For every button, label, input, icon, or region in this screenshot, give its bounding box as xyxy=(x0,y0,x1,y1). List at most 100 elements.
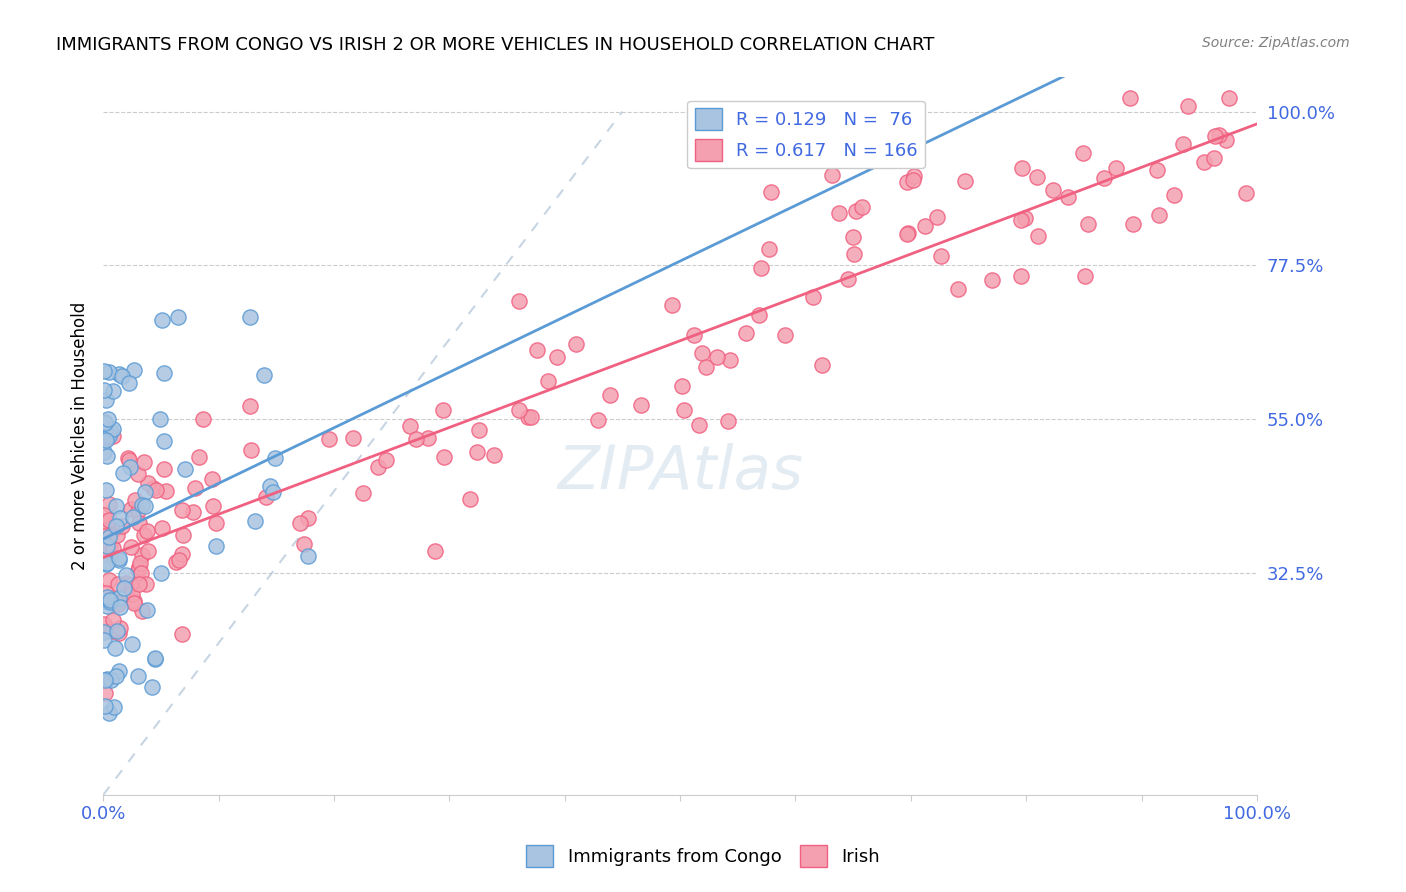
Point xyxy=(93,514,115,528)
Point xyxy=(948,282,970,296)
Point xyxy=(423,544,446,558)
Point xyxy=(1057,189,1080,203)
Point xyxy=(468,423,491,437)
Point xyxy=(128,577,150,591)
Point xyxy=(661,298,683,312)
Point xyxy=(96,434,118,448)
Point xyxy=(93,384,115,398)
Point xyxy=(292,537,315,551)
Point xyxy=(129,566,152,580)
Point xyxy=(526,343,548,357)
Point xyxy=(121,587,143,601)
Point xyxy=(120,502,142,516)
Point xyxy=(1042,183,1064,197)
Point xyxy=(122,593,145,607)
Point xyxy=(127,563,149,577)
Y-axis label: 2 or more Vehicles in Household: 2 or more Vehicles in Household xyxy=(72,302,89,570)
Text: Source: ZipAtlas.com: Source: ZipAtlas.com xyxy=(1202,36,1350,50)
Point xyxy=(1208,128,1230,142)
Point xyxy=(94,415,117,429)
Point xyxy=(416,431,439,445)
Point xyxy=(111,519,134,533)
Point xyxy=(264,451,287,466)
Point xyxy=(508,403,530,417)
Point xyxy=(150,312,173,326)
Point xyxy=(811,358,834,372)
Point xyxy=(170,627,193,641)
Point xyxy=(131,604,153,618)
Point xyxy=(520,410,543,425)
Point xyxy=(837,272,859,286)
Point xyxy=(127,467,149,481)
Point xyxy=(903,169,925,183)
Point xyxy=(262,485,284,500)
Point xyxy=(751,261,773,276)
Point xyxy=(98,549,121,564)
Point xyxy=(716,414,738,428)
Point xyxy=(187,450,209,465)
Point xyxy=(1163,188,1185,202)
Point xyxy=(93,616,115,631)
Point xyxy=(136,602,159,616)
Point xyxy=(458,491,481,506)
Point xyxy=(167,553,190,567)
Point xyxy=(141,680,163,694)
Point xyxy=(1234,186,1257,201)
Point xyxy=(122,509,145,524)
Point xyxy=(239,310,262,324)
Point xyxy=(93,508,115,522)
Point xyxy=(93,594,115,608)
Point xyxy=(103,699,125,714)
Point xyxy=(630,398,652,412)
Point xyxy=(93,673,115,688)
Point xyxy=(735,326,758,340)
Point xyxy=(105,594,128,608)
Point xyxy=(564,337,586,351)
Point xyxy=(128,516,150,531)
Point xyxy=(259,479,281,493)
Point xyxy=(96,539,118,553)
Point xyxy=(432,402,454,417)
Point xyxy=(980,273,1002,287)
Point xyxy=(94,557,117,571)
Point xyxy=(98,429,121,443)
Point xyxy=(155,483,177,498)
Text: ZIPAtlas: ZIPAtlas xyxy=(557,442,803,501)
Point xyxy=(108,599,131,614)
Point xyxy=(96,590,118,604)
Point xyxy=(93,444,115,458)
Point xyxy=(131,549,153,563)
Point xyxy=(201,472,224,486)
Point xyxy=(136,544,159,558)
Point xyxy=(94,416,117,430)
Point xyxy=(801,290,824,304)
Point xyxy=(537,374,560,388)
Point xyxy=(433,450,456,464)
Point xyxy=(181,505,204,519)
Point xyxy=(672,403,695,417)
Point xyxy=(142,481,165,495)
Point xyxy=(690,346,713,360)
Point xyxy=(114,581,136,595)
Point xyxy=(101,422,124,436)
Point xyxy=(671,379,693,393)
Point xyxy=(108,626,131,640)
Point xyxy=(201,499,224,513)
Point xyxy=(1146,163,1168,178)
Point xyxy=(1074,268,1097,283)
Point xyxy=(98,498,121,512)
Point xyxy=(828,206,851,220)
Point xyxy=(96,557,118,571)
Point xyxy=(599,388,621,402)
Point xyxy=(108,553,131,567)
Point xyxy=(482,448,505,462)
Point xyxy=(821,168,844,182)
Point xyxy=(1010,213,1032,227)
Point xyxy=(105,624,128,638)
Point xyxy=(1026,169,1049,184)
Point xyxy=(896,227,918,241)
Point xyxy=(101,624,124,638)
Point xyxy=(127,669,149,683)
Point xyxy=(115,567,138,582)
Point xyxy=(297,511,319,525)
